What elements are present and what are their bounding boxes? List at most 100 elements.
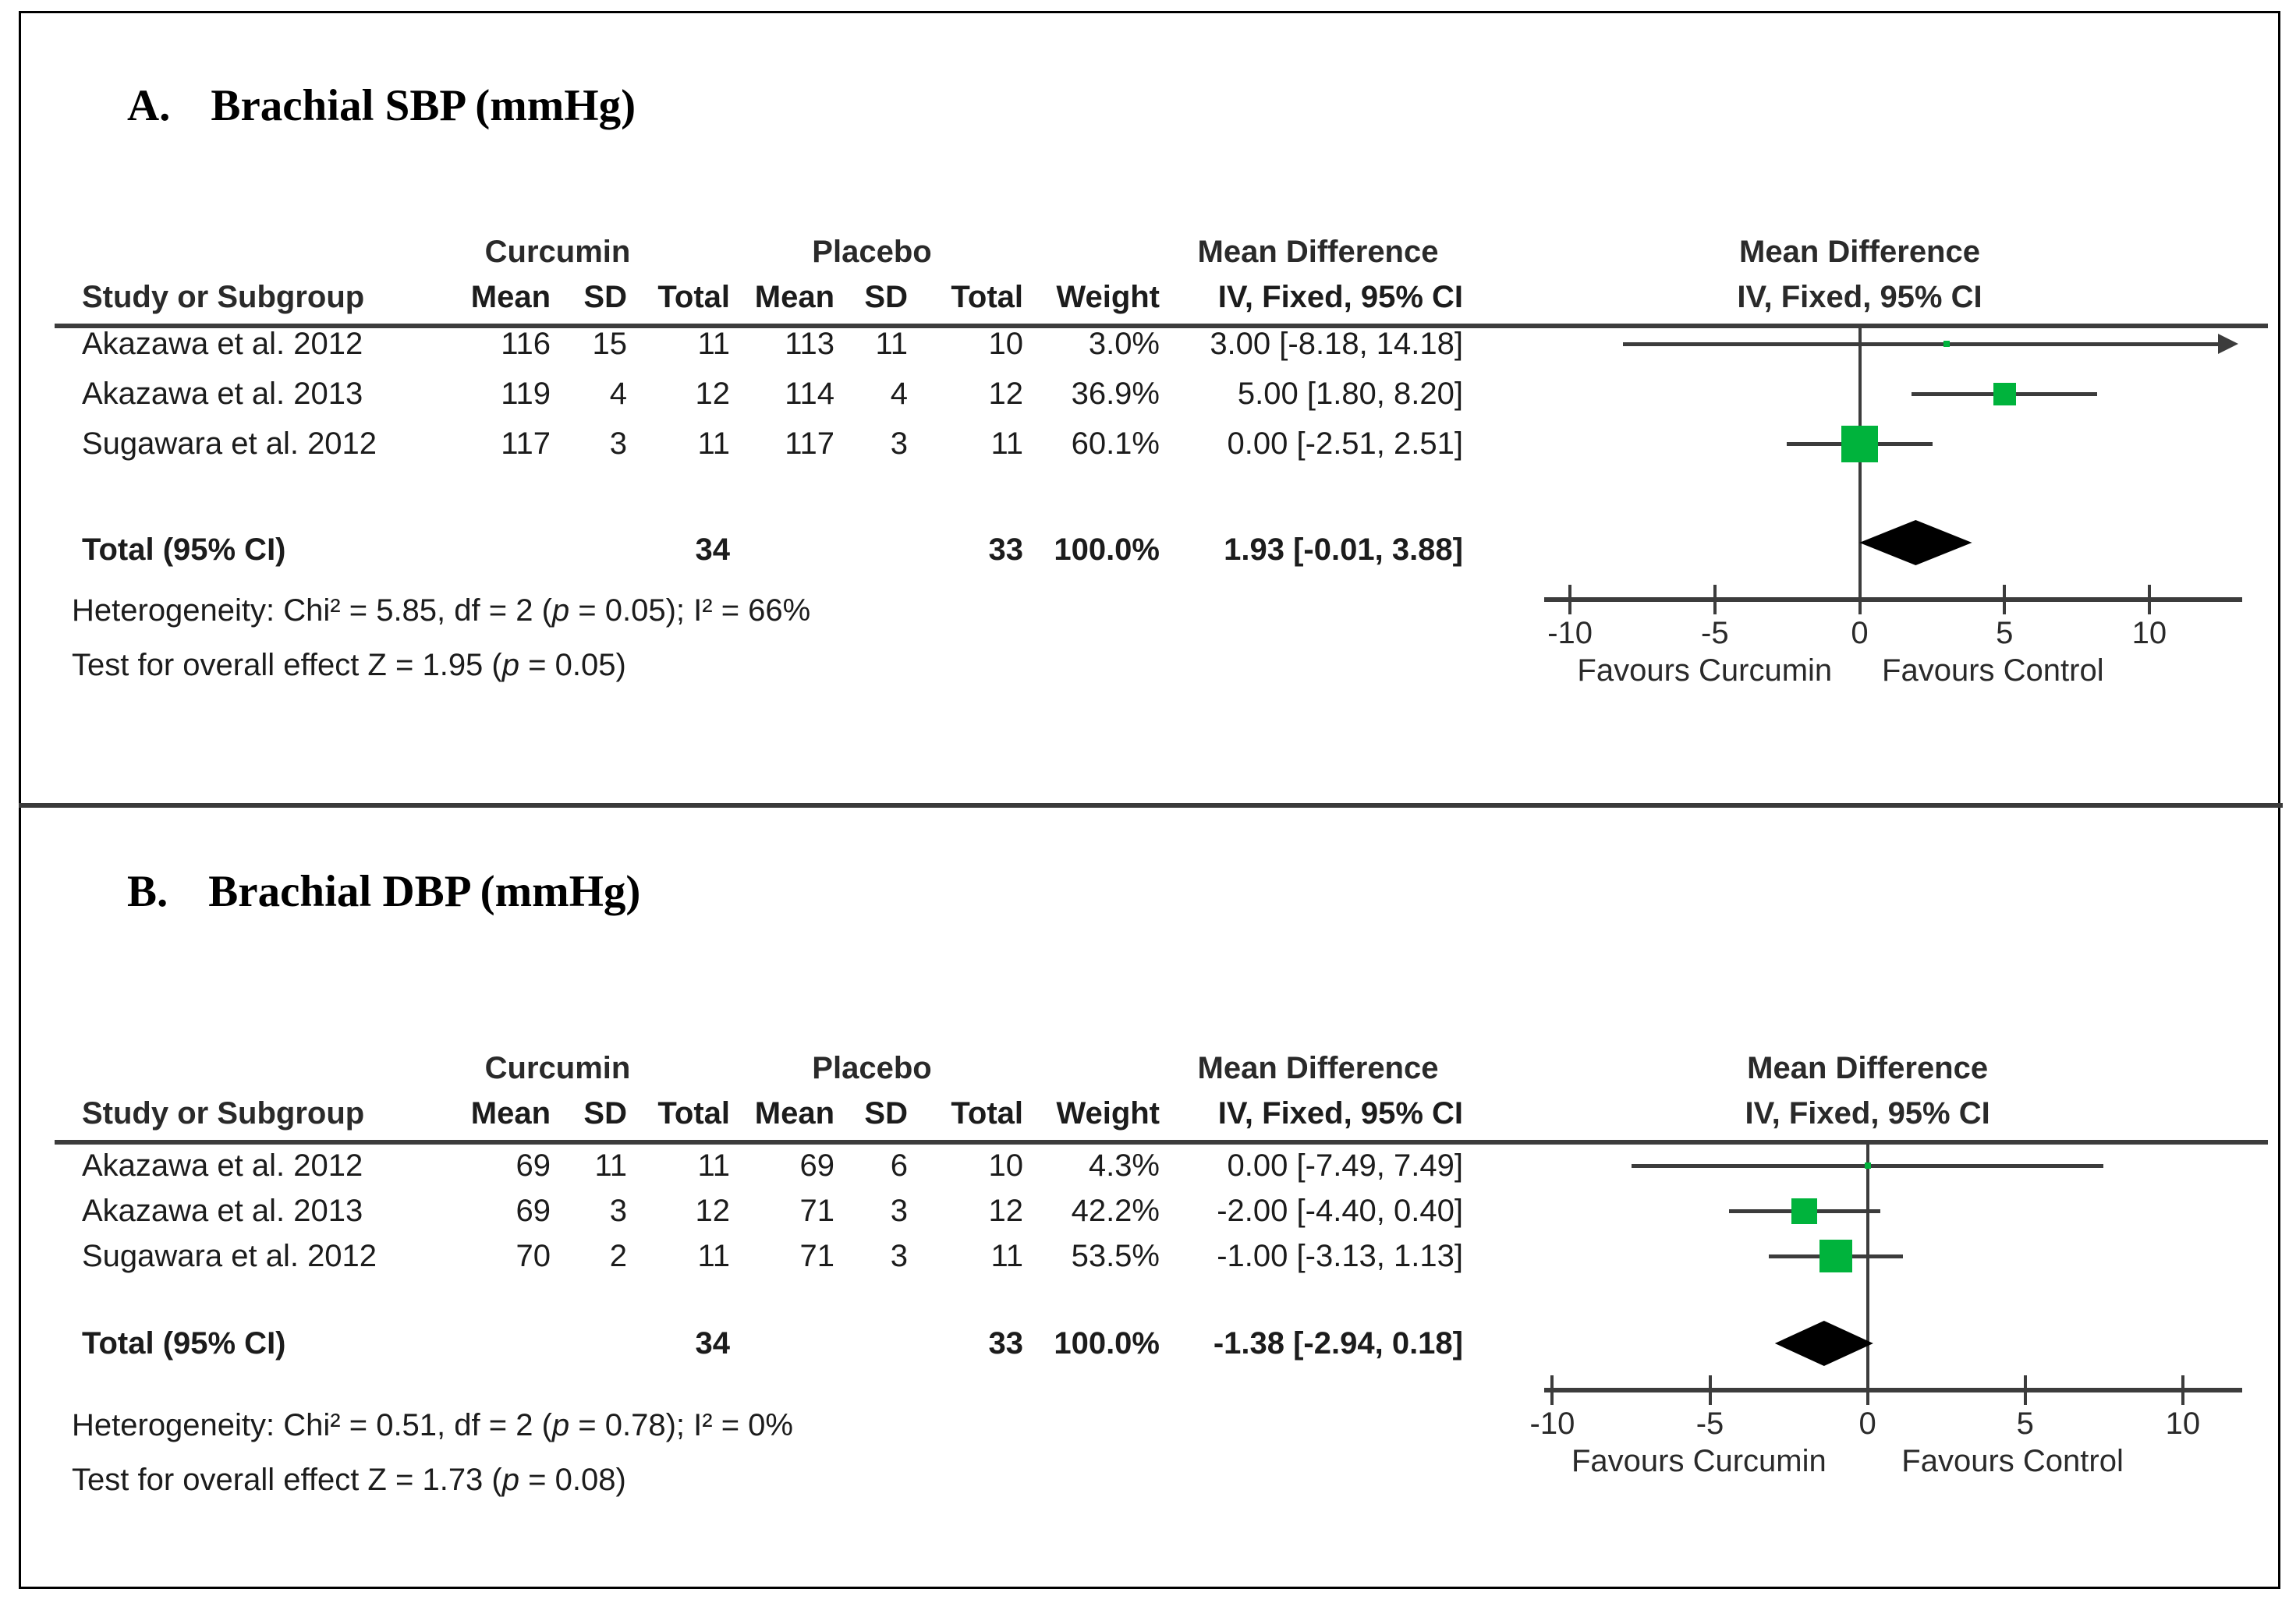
panel-a-title-text: Brachial SBP (mmHg) xyxy=(211,81,636,130)
table-row-cell: 60.1% xyxy=(1071,426,1160,461)
group-header-effect: Mean Difference xyxy=(1197,235,1439,269)
column-header-weight-6: Weight xyxy=(1056,280,1160,314)
table-row-cell: 42.2% xyxy=(1071,1194,1160,1228)
table-row-cell: 117 xyxy=(785,426,834,461)
table-row-cell: 70 xyxy=(516,1239,551,1273)
x-axis-tick-label: 10 xyxy=(2131,616,2167,650)
panel-b-title: B. Brachial DBP (mmHg) xyxy=(127,867,640,917)
zero-effect-line xyxy=(1858,326,1862,600)
plot-header-method: IV, Fixed, 95% CI xyxy=(1737,280,1982,314)
x-axis-tick-label: 10 xyxy=(2165,1407,2201,1441)
effect-marker xyxy=(1864,1162,1871,1169)
x-axis-tick-label: -10 xyxy=(1547,616,1593,650)
table-row-cell: 0.00 [-7.49, 7.49] xyxy=(1227,1148,1463,1183)
table-row-cell: 11 xyxy=(594,1148,627,1183)
table-row-cell: 3.00 [-8.18, 14.18] xyxy=(1210,327,1463,361)
figure-border xyxy=(19,11,2280,1589)
column-header-total-2: Total xyxy=(657,1096,730,1131)
column-header-sd-1: SD xyxy=(583,280,627,314)
table-row-cell: 53.5% xyxy=(1071,1239,1160,1273)
total-row-label: Total (95% CI) xyxy=(82,533,286,567)
column-header-mean-0: Mean xyxy=(470,1096,551,1131)
total-ctrl-total: 33 xyxy=(988,533,1024,567)
x-axis-tick xyxy=(1858,585,1862,614)
group-header-curcumin: Curcumin xyxy=(484,1051,631,1085)
x-axis-line xyxy=(1544,1388,2242,1392)
table-row-cell: 114 xyxy=(785,377,834,411)
confidence-interval-line xyxy=(1622,342,2219,346)
table-row-cell: 12 xyxy=(988,377,1024,411)
table-row-cell: 4 xyxy=(609,377,627,411)
table-row-cell: 3 xyxy=(890,1194,908,1228)
x-axis-tick-label: -10 xyxy=(1529,1407,1575,1441)
table-row-cell: 71 xyxy=(799,1194,835,1228)
table-row-cell: 3.0% xyxy=(1088,327,1160,361)
pooled-effect-diamond xyxy=(1774,1321,1873,1366)
heterogeneity-text-b: Heterogeneity: Chi² = 0.51, df = 2 (p = … xyxy=(72,1408,793,1442)
x-axis-tick xyxy=(2003,585,2007,614)
x-axis-tick-label: -5 xyxy=(1695,1407,1724,1441)
total-exp-total: 34 xyxy=(695,533,731,567)
x-axis-tick xyxy=(2023,1375,2027,1405)
table-row-cell: 11 xyxy=(697,327,730,361)
panel-a-title: A. Brachial SBP (mmHg) xyxy=(127,81,636,131)
group-header-curcumin: Curcumin xyxy=(484,235,631,269)
table-row-cell: 11 xyxy=(990,1239,1023,1273)
x-axis-tick xyxy=(1550,1375,1554,1405)
column-header-sd-1: SD xyxy=(583,1096,627,1131)
column-header-total-5: Total xyxy=(951,280,1023,314)
table-row-cell: 71 xyxy=(799,1239,835,1273)
x-axis-tick xyxy=(1713,585,1717,614)
table-row-cell: 6 xyxy=(890,1148,908,1183)
table-row-cell: -1.00 [-3.13, 1.13] xyxy=(1217,1239,1463,1273)
total-weight: 100.0% xyxy=(1054,1326,1160,1361)
table-row-cell: 3 xyxy=(890,426,908,461)
x-axis-tick-label: 0 xyxy=(1858,1407,1876,1441)
total-weight: 100.0% xyxy=(1054,533,1160,567)
table-row-cell: 69 xyxy=(516,1148,551,1183)
table-row-cell: 0.00 [-2.51, 2.51] xyxy=(1227,426,1463,461)
column-header-effect_sub-7: IV, Fixed, 95% CI xyxy=(1217,280,1463,314)
panel-a-label: A. xyxy=(127,81,171,130)
effect-marker xyxy=(1791,1198,1818,1224)
favours-left-label: Favours Curcumin xyxy=(1577,653,1833,688)
total-estimate: 1.93 [-0.01, 3.88] xyxy=(1224,533,1463,567)
favours-right-label: Favours Control xyxy=(1901,1444,2124,1478)
table-row-cell: 113 xyxy=(785,327,834,361)
panel-b-label: B. xyxy=(127,867,168,916)
column-header-total-5: Total xyxy=(951,1096,1023,1131)
effect-marker xyxy=(1943,341,1950,347)
plot-header-effect: Mean Difference xyxy=(1739,235,1980,269)
table-row-cell: 11 xyxy=(697,426,730,461)
table-row-cell: 3 xyxy=(890,1239,908,1273)
table-row-cell: 3 xyxy=(609,426,627,461)
column-header-mean-0: Mean xyxy=(470,280,551,314)
total-estimate: -1.38 [-2.94, 0.18] xyxy=(1213,1326,1463,1361)
table-row-cell: 117 xyxy=(501,426,551,461)
panel-divider xyxy=(19,803,2283,808)
effect-marker xyxy=(1993,382,2016,405)
table-header-rule-a xyxy=(55,324,2268,328)
table-row-cell: 116 xyxy=(501,327,551,361)
x-axis-tick-label: -5 xyxy=(1701,616,1729,650)
table-row-cell: 4.3% xyxy=(1088,1148,1160,1183)
table-row-cell: 12 xyxy=(695,377,731,411)
table-row-cell: 36.9% xyxy=(1071,377,1160,411)
table-row-cell: 15 xyxy=(592,327,628,361)
table-row-cell: 11 xyxy=(697,1148,730,1183)
table-row-cell: 10 xyxy=(988,1148,1024,1183)
column-header-mean-3: Mean xyxy=(754,280,834,314)
table-row-cell: 119 xyxy=(501,377,551,411)
column-header-effect_sub-7: IV, Fixed, 95% CI xyxy=(1217,1096,1463,1131)
group-header-effect: Mean Difference xyxy=(1197,1051,1439,1085)
total-ctrl-total: 33 xyxy=(988,1326,1024,1361)
x-axis-tick-label: 5 xyxy=(1996,616,2014,650)
x-axis-tick xyxy=(1708,1375,1712,1405)
panel-b-title-text: Brachial DBP (mmHg) xyxy=(208,867,641,916)
zero-effect-line xyxy=(1866,1142,1869,1390)
column-header-weight-6: Weight xyxy=(1056,1096,1160,1131)
table-row-cell: 12 xyxy=(695,1194,731,1228)
